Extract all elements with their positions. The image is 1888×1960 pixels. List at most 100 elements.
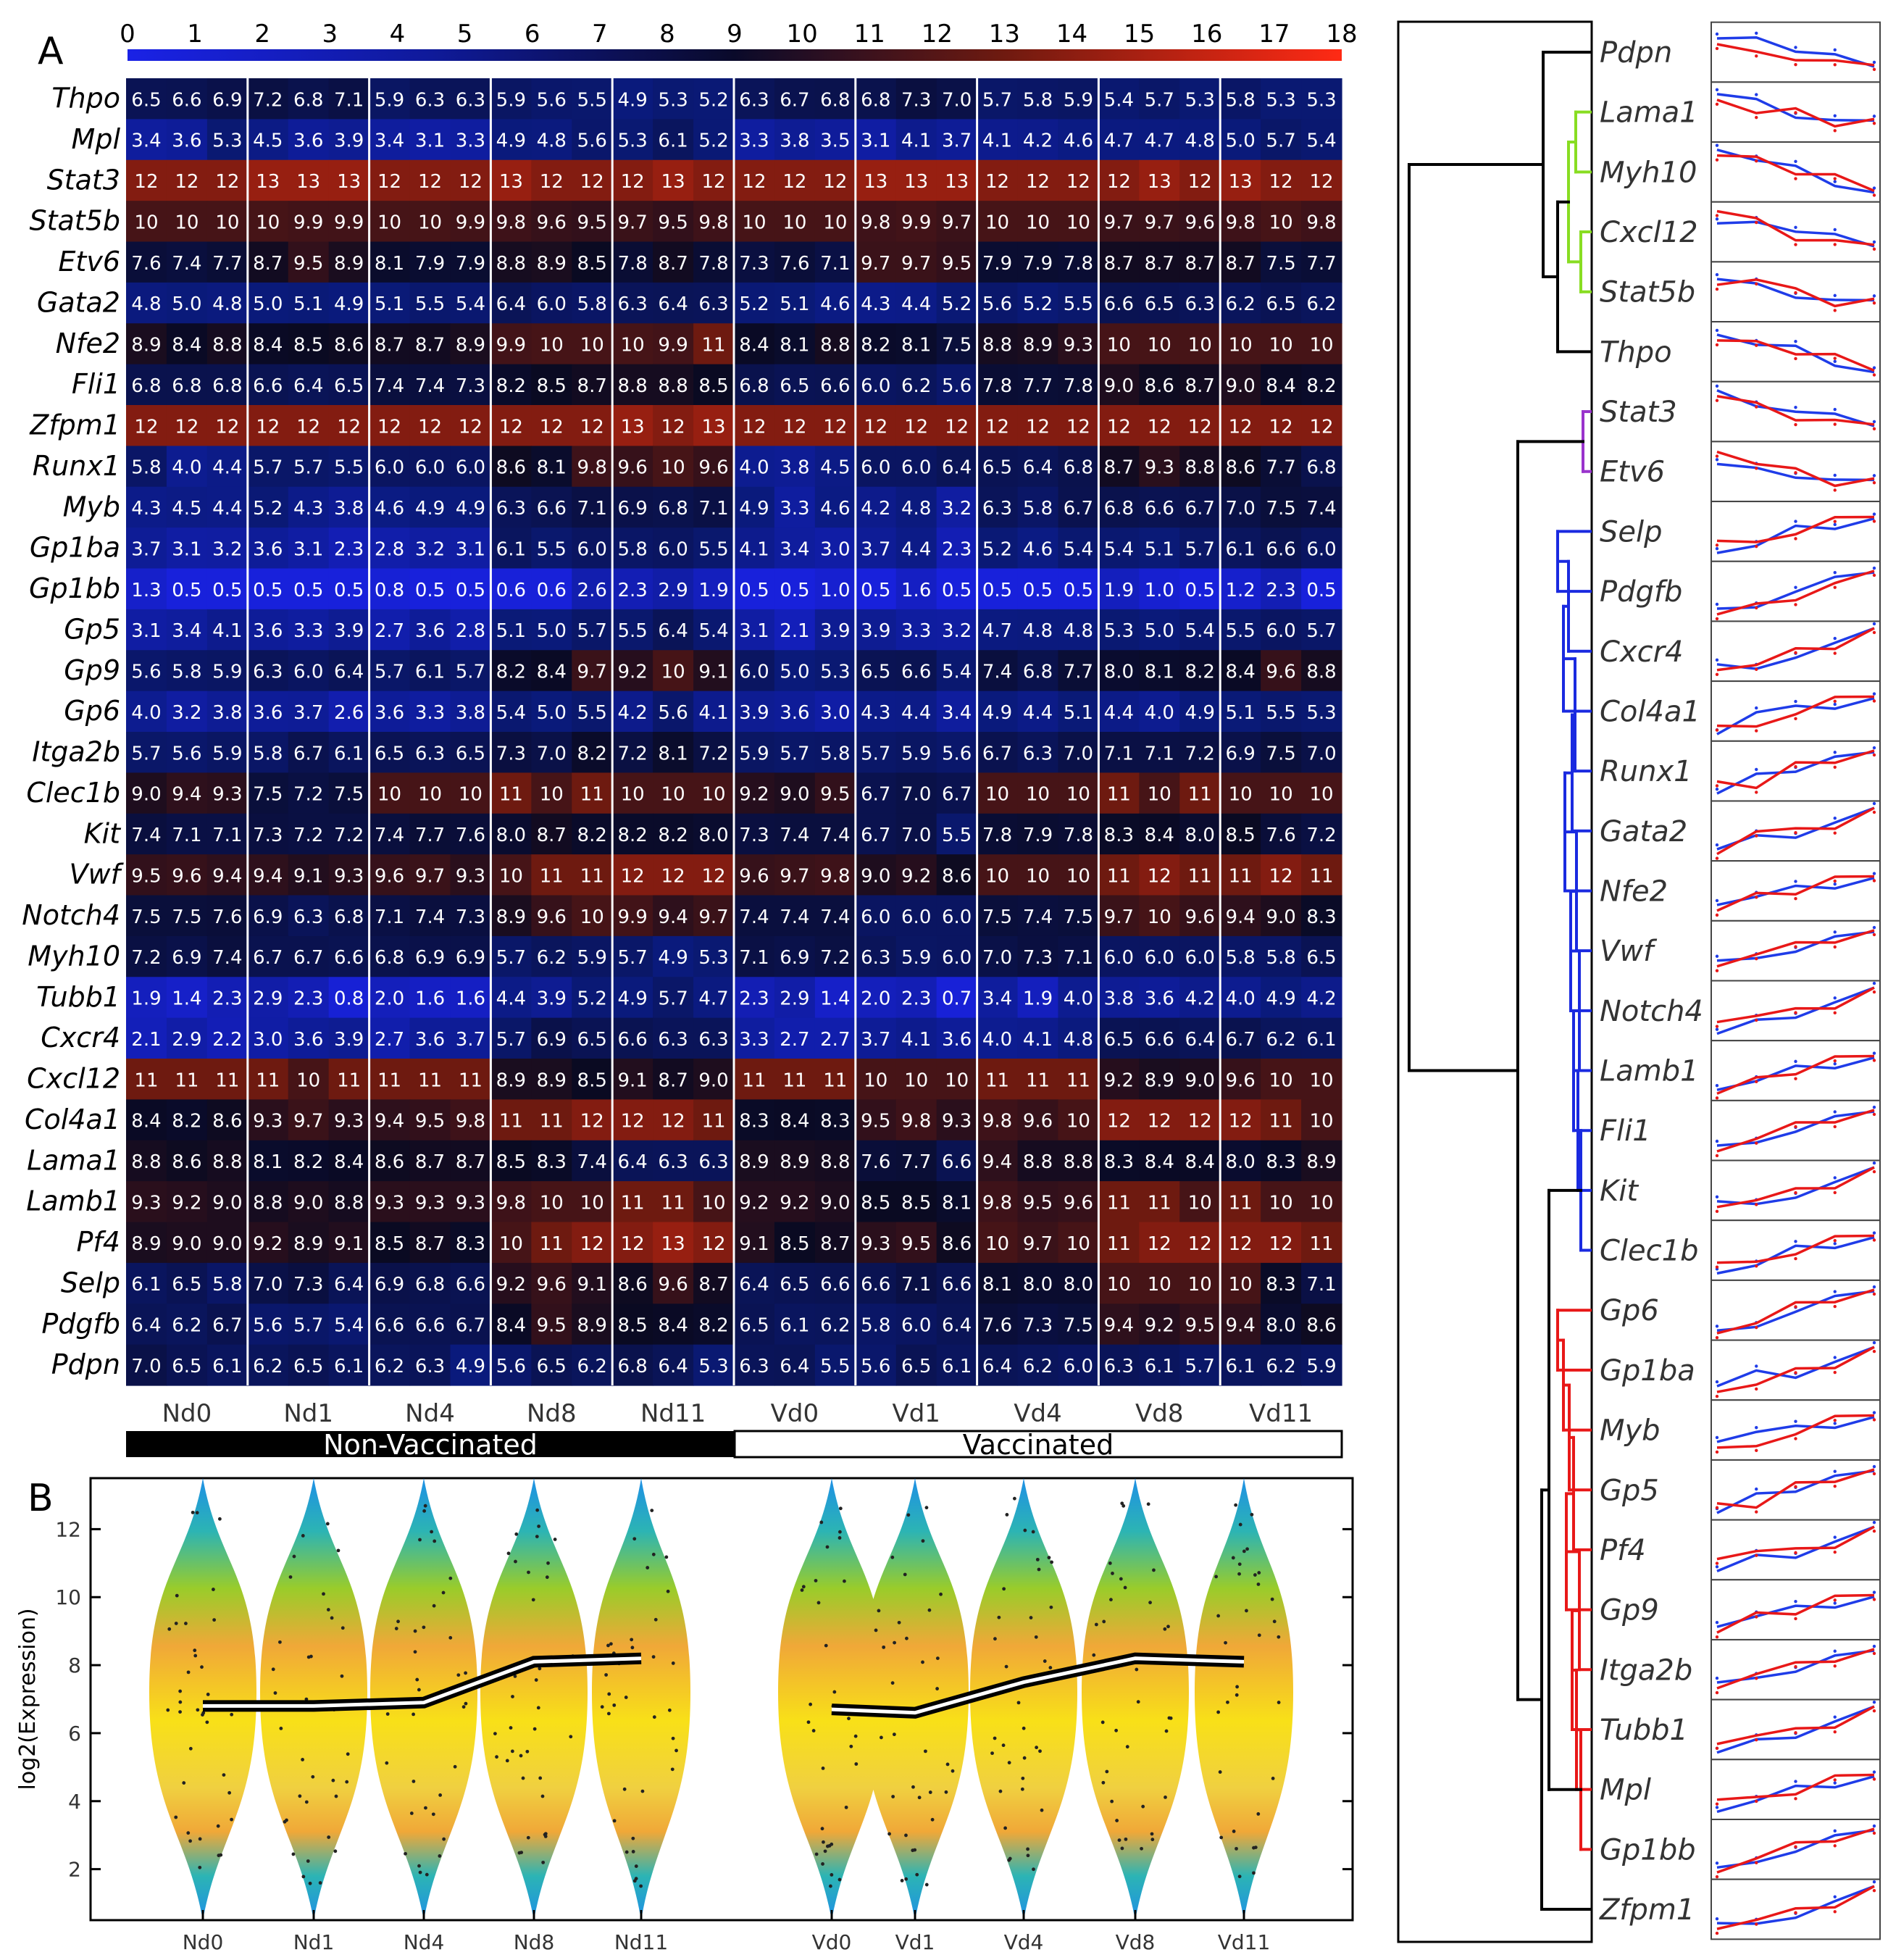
heatmap-cell [612,201,653,243]
profile-point [1872,1349,1876,1354]
heatmap-cell [1139,527,1180,570]
heatmap-value: 10 [701,784,725,806]
heatmap-value: 7.0 [1064,743,1093,764]
heatmap-value: 7.4 [820,906,850,928]
heatmap-cell [693,977,735,1019]
profile-point [1872,1831,1876,1835]
heatmap-cell [450,527,491,570]
heatmap-value: 8.6 [375,1151,404,1173]
violin-point [206,1693,210,1696]
heatmap-cell [977,201,1019,243]
heatmap-cell [1301,241,1342,283]
heatmap-value: 4.4 [1023,702,1053,724]
profile-point [1833,293,1837,298]
violin-point [666,1589,670,1593]
profile-point [1833,114,1837,117]
violin-x-label: Nd4 [404,1930,445,1954]
heatmap-value: 6.4 [982,1356,1012,1377]
heatmap-cell [1301,364,1342,406]
heatmap-cell [531,1059,572,1100]
heatmap-value: 11 [540,1233,564,1255]
heatmap-value: 2.0 [375,988,404,1010]
heatmap-cell [369,772,411,814]
heatmap-cell [328,159,370,201]
violin-point [1049,1605,1053,1609]
profile-point [1794,651,1797,654]
heatmap-cell [774,282,816,324]
heatmap-value: 8.1 [253,1151,283,1173]
heatmap-cell [409,405,451,446]
violin-point [1026,1847,1029,1851]
heatmap-cell [206,1017,248,1059]
heatmap-value: 7.4 [131,825,161,846]
heatmap-cell [572,691,613,733]
heatmap-value: 6.5 [780,1274,809,1296]
heatmap-value: 9.4 [212,865,242,887]
heatmap-cell [895,732,937,773]
heatmap-cell [1139,241,1180,283]
heatmap-value: 1.9 [1023,988,1053,1010]
heatmap-cell [1058,813,1099,855]
heatmap-cell [450,691,491,733]
heatmap-value: 9.7 [1023,1233,1053,1255]
heatmap-value: 9.0 [212,1233,242,1255]
profile-point [1833,1781,1837,1785]
violin-point [448,1635,453,1640]
heatmap-cell [531,977,572,1019]
non-vaccinated-label: Non-Vaccinated [323,1429,538,1461]
heatmap-cell [1098,977,1140,1019]
violin-point [993,1736,997,1740]
heatmap-value: 8.2 [577,825,607,846]
heatmap-cell [1220,772,1261,814]
heatmap-value: 10 [1229,335,1253,356]
heatmap-cell [1017,405,1059,446]
heatmap-value: 7.7 [1023,375,1053,397]
heatmap-cell [166,486,208,528]
heatmap-cell [1301,1059,1342,1100]
heatmap-value: 3.4 [131,130,161,152]
profile-point [1872,753,1876,757]
heatmap-cell [288,772,330,814]
heatmap-cell [531,446,572,488]
heatmap-cell [774,772,816,814]
heatmap-value: 12 [256,416,280,438]
heatmap-value: 5.3 [698,947,728,969]
colorbar-tick-label: 18 [1326,20,1357,49]
heatmap-value: 5.4 [334,1315,364,1337]
heatmap-value: 5.7 [861,743,890,764]
profile-point [1794,1845,1797,1848]
violin-point [828,1884,832,1888]
heatmap-value: 8.8 [496,253,526,275]
heatmap-value: 5.7 [1306,620,1336,642]
heatmap-value: 5.3 [1306,89,1336,111]
heatmap-value: 10 [580,1192,604,1214]
heatmap-cell [1017,568,1059,610]
heatmap-value: 4.3 [861,293,890,315]
heatmap-value: 9.4 [1225,1315,1255,1337]
violin-point [1136,1700,1140,1704]
profile-point [1755,1554,1758,1557]
heatmap-value: 8.9 [537,253,567,275]
heatmap-value: 8.4 [537,662,567,683]
heatmap-value: 7.8 [982,375,1012,397]
heatmap-cell [369,691,411,733]
profile-point [1872,427,1876,431]
violin-point [634,1864,638,1868]
violin-point [1216,1710,1221,1714]
heatmap-cell [612,78,653,120]
heatmap-value: 1.4 [820,988,850,1010]
heatmap-value: 5.6 [496,1356,526,1377]
heatmap-cell [531,241,572,283]
profile-point [1794,537,1797,541]
heatmap-value: 7.4 [375,375,404,397]
heatmap-cell [247,772,289,814]
profile-point [1872,1105,1876,1109]
heatmap-value: 3.9 [334,130,364,152]
violin-point [1101,1780,1106,1785]
heatmap-cell [1098,772,1140,814]
violin-point [506,1551,511,1556]
heatmap-value: 5.3 [1185,89,1215,111]
heatmap-value: 10 [1229,784,1253,806]
heatmap-cell [1098,119,1140,161]
heatmap-cell [531,405,572,446]
